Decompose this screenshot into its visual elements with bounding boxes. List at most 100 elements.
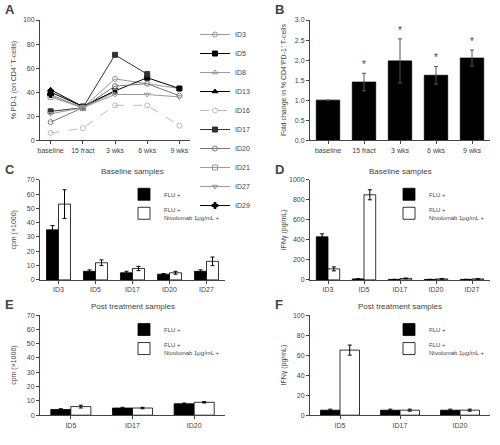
svg-text:50: 50 <box>27 340 35 347</box>
svg-text:cpm (×1000): cpm (×1000) <box>10 345 18 385</box>
svg-text:F: F <box>275 297 283 312</box>
svg-text:30: 30 <box>27 233 35 240</box>
svg-text:0.5: 0.5 <box>295 117 305 124</box>
svg-text:0: 0 <box>301 276 305 283</box>
svg-text:40: 40 <box>27 89 35 96</box>
svg-text:100: 100 <box>293 312 305 319</box>
svg-text:40: 40 <box>297 372 305 379</box>
svg-text:ID3: ID3 <box>53 286 64 293</box>
svg-text:*: * <box>398 25 402 36</box>
svg-text:baseline: baseline <box>38 147 64 154</box>
svg-text:FLU +Nivolumab 1μg/mL +: FLU +Nivolumab 1μg/mL + <box>164 342 220 356</box>
svg-text:FLU +Nivolumab 1μg/mL +: FLU +Nivolumab 1μg/mL + <box>429 342 485 356</box>
svg-text:0: 0 <box>301 412 305 419</box>
svg-text:ID5: ID5 <box>90 286 101 293</box>
svg-text:ID5: ID5 <box>335 422 346 429</box>
svg-text:cpm (×1000): cpm (×1000) <box>10 210 18 250</box>
svg-text:400: 400 <box>293 236 305 243</box>
svg-text:9 wks: 9 wks <box>463 147 481 154</box>
svg-text:baseline: baseline <box>315 147 341 154</box>
svg-text:*: * <box>434 52 438 63</box>
svg-text:ID17: ID17 <box>393 286 408 293</box>
svg-text:60: 60 <box>27 191 35 198</box>
svg-text:Fold change in % CD4⁺PD-1⁺ T-c: Fold change in % CD4⁺PD-1⁺ T-cells <box>280 24 288 137</box>
svg-text:6 wks: 6 wks <box>138 147 156 154</box>
svg-text:FLU +: FLU + <box>164 327 181 333</box>
svg-text:3 wks: 3 wks <box>391 147 409 154</box>
svg-text:0: 0 <box>31 276 35 283</box>
svg-text:0.0: 0.0 <box>295 137 305 144</box>
svg-text:80: 80 <box>27 41 35 48</box>
svg-text:ID20: ID20 <box>453 422 468 429</box>
svg-text:ID20: ID20 <box>235 145 250 152</box>
svg-text:B: B <box>275 2 284 17</box>
svg-text:15 fract: 15 fract <box>71 147 94 154</box>
svg-text:80: 80 <box>297 332 305 339</box>
svg-text:6 wks: 6 wks <box>427 147 445 154</box>
svg-text:70: 70 <box>27 176 35 183</box>
svg-text:ID16: ID16 <box>235 107 250 114</box>
svg-text:3 wks: 3 wks <box>106 147 124 154</box>
svg-text:10: 10 <box>27 397 35 404</box>
svg-text:ID27: ID27 <box>235 183 250 190</box>
svg-text:20: 20 <box>297 392 305 399</box>
svg-text:2.0: 2.0 <box>295 57 305 64</box>
svg-text:40: 40 <box>27 354 35 361</box>
svg-text:ID21: ID21 <box>235 164 250 171</box>
svg-text:70: 70 <box>27 312 35 319</box>
svg-text:Baseline samples: Baseline samples <box>369 167 432 176</box>
svg-text:20: 20 <box>27 248 35 255</box>
svg-text:FLU +Nivolumab 1μg/mL +: FLU +Nivolumab 1μg/mL + <box>164 207 220 221</box>
svg-text:FLU +: FLU + <box>429 327 446 333</box>
svg-text:40: 40 <box>27 219 35 226</box>
svg-text:ID3: ID3 <box>235 31 246 38</box>
svg-text:FLU +: FLU + <box>164 192 181 198</box>
svg-text:*: * <box>470 36 474 47</box>
svg-text:Post treatment samples: Post treatment samples <box>358 302 442 311</box>
svg-text:ID13: ID13 <box>235 88 250 95</box>
svg-text:0: 0 <box>31 412 35 419</box>
svg-text:ID29: ID29 <box>235 202 250 209</box>
svg-text:ID20: ID20 <box>162 286 177 293</box>
svg-text:ID27: ID27 <box>465 286 480 293</box>
svg-text:Post treatment samples: Post treatment samples <box>91 302 175 311</box>
svg-text:ID3: ID3 <box>323 286 334 293</box>
svg-text:ID17: ID17 <box>125 422 140 429</box>
svg-text:FLU +Nivolumab 1μg/mL +: FLU +Nivolumab 1μg/mL + <box>429 207 485 221</box>
svg-text:ID17: ID17 <box>235 126 250 133</box>
svg-text:Baseline samples: Baseline samples <box>101 167 164 176</box>
svg-text:ID20: ID20 <box>429 286 444 293</box>
svg-text:600: 600 <box>293 216 305 223</box>
svg-text:A: A <box>5 2 15 17</box>
svg-text:1.0: 1.0 <box>295 97 305 104</box>
svg-text:IFNγ (pg/mL): IFNγ (pg/mL) <box>280 209 288 250</box>
svg-text:9 wks: 9 wks <box>170 147 188 154</box>
svg-text:60: 60 <box>297 352 305 359</box>
svg-text:20: 20 <box>27 113 35 120</box>
svg-text:200: 200 <box>293 256 305 263</box>
svg-text:FLU +: FLU + <box>429 192 446 198</box>
svg-text:ID5: ID5 <box>359 286 370 293</box>
svg-text:ID8: ID8 <box>235 69 246 76</box>
svg-text:15 fract: 15 fract <box>352 147 375 154</box>
svg-text:ID17: ID17 <box>393 422 408 429</box>
svg-text:IFNγ (pg/mL): IFNγ (pg/mL) <box>280 345 288 386</box>
svg-text:20: 20 <box>27 383 35 390</box>
svg-text:*: * <box>362 59 366 70</box>
svg-text:ID17: ID17 <box>125 286 140 293</box>
svg-text:0: 0 <box>31 137 35 144</box>
svg-text:800: 800 <box>293 196 305 203</box>
svg-text:60: 60 <box>27 326 35 333</box>
svg-text:50: 50 <box>27 205 35 212</box>
svg-text:ID20: ID20 <box>187 422 202 429</box>
svg-text:2.5: 2.5 <box>295 37 305 44</box>
svg-text:100: 100 <box>23 16 35 23</box>
svg-text:30: 30 <box>27 369 35 376</box>
svg-text:3.0: 3.0 <box>295 16 305 23</box>
svg-text:1.5: 1.5 <box>295 77 305 84</box>
svg-text:C: C <box>5 162 15 177</box>
svg-text:E: E <box>5 297 14 312</box>
svg-text:ID5: ID5 <box>235 50 246 57</box>
svg-text:10: 10 <box>27 262 35 269</box>
svg-text:60: 60 <box>27 65 35 72</box>
